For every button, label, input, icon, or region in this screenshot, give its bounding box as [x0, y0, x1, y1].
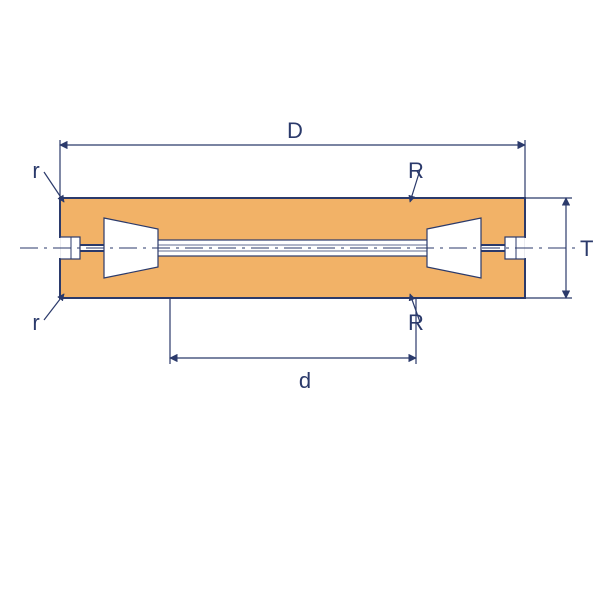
label-R_lower: R: [408, 310, 424, 335]
label-r_lower: r: [32, 310, 39, 335]
label-r_upper: r: [32, 158, 39, 183]
leader-r-upper: [44, 172, 64, 202]
dimension-T-label: T: [580, 236, 593, 261]
leader-r-lower: [44, 294, 64, 320]
bearing-cross-section-diagram: Dd Tr r R R: [0, 0, 600, 600]
dimension-D-label: D: [287, 118, 303, 143]
label-R_upper: R: [408, 158, 424, 183]
dimension-d-label: d: [299, 368, 311, 393]
